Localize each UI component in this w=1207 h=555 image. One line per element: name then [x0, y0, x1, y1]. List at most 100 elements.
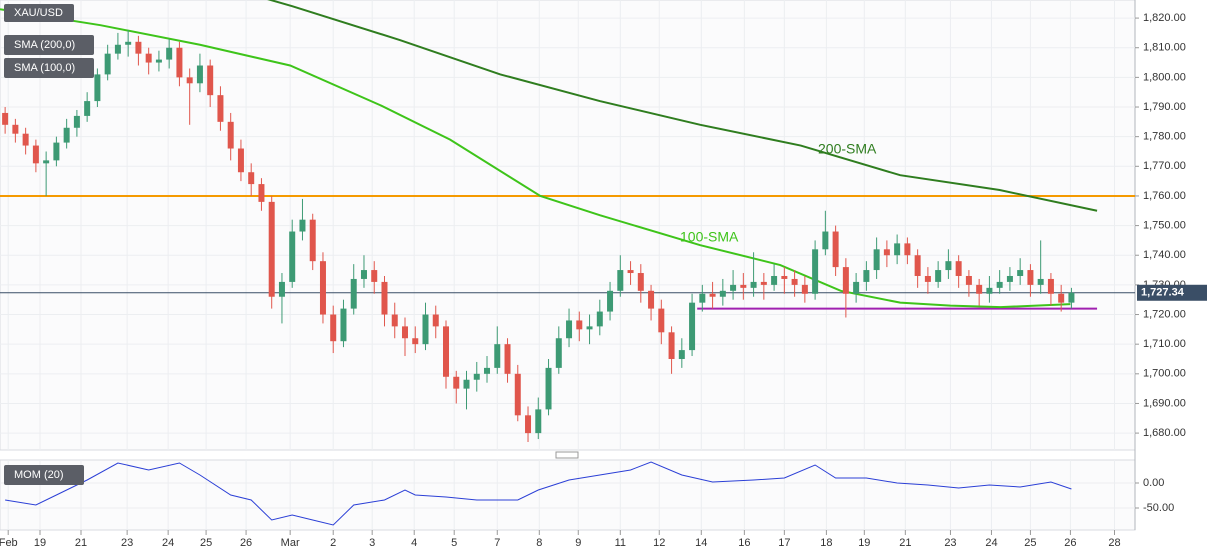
candle-body [596, 311, 603, 327]
candle-body [207, 65, 214, 96]
candle-body [853, 281, 860, 294]
candle-body [832, 231, 839, 268]
candle-body [432, 314, 439, 327]
candle-body [504, 344, 511, 374]
candle-body [2, 112, 9, 125]
candle-body [1006, 275, 1013, 282]
candle-body [125, 41, 132, 45]
candle-body [258, 184, 265, 202]
candle-body [494, 344, 501, 368]
candle-body [443, 326, 450, 377]
candle-body [894, 243, 901, 256]
candle-body [12, 124, 19, 134]
candle-body [760, 281, 767, 285]
candle-body [248, 172, 255, 185]
annotation: 100-SMA [680, 229, 739, 245]
y-tick-label: 1,720.00 [1143, 308, 1186, 320]
candle-body [1047, 278, 1054, 294]
candle-body [955, 261, 962, 276]
legend-box [4, 4, 74, 22]
series-line [5, 461, 1072, 526]
candle-body [278, 281, 285, 297]
candle-body [842, 267, 849, 294]
candle-body [730, 284, 737, 291]
x-tick-label: 25 [1024, 537, 1036, 549]
candle-body [371, 270, 378, 282]
candle-body [176, 47, 183, 78]
x-tick-label: 24 [162, 537, 174, 549]
candle-body [525, 415, 532, 434]
x-tick-label: 4 [411, 537, 417, 549]
candle-body [32, 145, 39, 164]
candle-body [1037, 278, 1044, 285]
candle-body [555, 338, 562, 368]
y-tick-label: 1,690.00 [1143, 397, 1186, 409]
legend-label: MOM (20) [14, 469, 64, 481]
candle-body [299, 219, 306, 232]
candle-body [104, 53, 111, 75]
candle-body [566, 320, 573, 339]
legend-box [4, 465, 84, 485]
candle-body [873, 249, 880, 271]
y-tick-label: 1,710.00 [1143, 338, 1186, 350]
candle-body [996, 281, 1003, 288]
candle-body [155, 59, 162, 63]
x-tick-label: 3 [369, 537, 375, 549]
candle-body [801, 284, 808, 294]
y-tick-label: 1,770.00 [1143, 160, 1186, 172]
candle-body [340, 308, 347, 342]
candle-body [114, 44, 121, 54]
panel-splitter[interactable] [555, 451, 579, 459]
last-price-tag [1137, 284, 1207, 301]
candle-body [166, 47, 173, 60]
x-tick-label: 23 [121, 537, 133, 549]
legend-label: SMA (100,0) [14, 62, 75, 74]
x-tick-label: 11 [615, 537, 626, 549]
y-tick-label: 1,750.00 [1143, 219, 1186, 231]
y-tick-label: 1,800.00 [1143, 71, 1186, 83]
y-tick-label: 1,810.00 [1143, 42, 1186, 54]
candle-body [935, 270, 942, 282]
candle-body [1068, 292, 1075, 303]
candle-body [237, 148, 244, 173]
candle-body [22, 133, 29, 146]
candle-body [391, 314, 398, 327]
candle-body [904, 243, 911, 256]
candle-body [309, 219, 316, 262]
x-tick-label: 16 [738, 537, 750, 549]
candle-body [422, 314, 429, 345]
candle-body [63, 127, 70, 143]
legend-label: XAU/USD [14, 7, 63, 19]
candle-body [924, 275, 931, 282]
candle-body [607, 290, 614, 312]
candle-body [965, 275, 972, 285]
last-price-label: 1,727.34 [1141, 287, 1185, 299]
x-tick-label: 5 [451, 537, 457, 549]
x-tick-label: 26 [1064, 537, 1076, 549]
candle-body [319, 261, 326, 315]
y-tick-label: 1,680.00 [1143, 427, 1186, 439]
candle-body [145, 53, 152, 63]
candle-body [73, 115, 80, 128]
x-tick-label: 23 [944, 537, 956, 549]
candle-body [617, 270, 624, 291]
x-tick-label: 14 [695, 537, 707, 549]
candle-body [678, 350, 685, 359]
candle-body [196, 65, 203, 84]
candle-body [1017, 270, 1024, 276]
candle-body [289, 231, 296, 282]
candle-body [812, 249, 819, 294]
candle-body [822, 231, 829, 250]
x-tick-label: 19 [858, 537, 870, 549]
x-tick-label: 18 [820, 537, 832, 549]
candle-body [514, 373, 521, 416]
candle-body [740, 284, 747, 288]
x-tick-label: 19 [34, 537, 46, 549]
x-tick-label: Feb [0, 537, 18, 549]
candle-body [53, 142, 60, 161]
candle-body [350, 278, 357, 309]
candle-body [648, 290, 655, 309]
candle-body [330, 314, 337, 342]
candle-body [668, 332, 675, 359]
